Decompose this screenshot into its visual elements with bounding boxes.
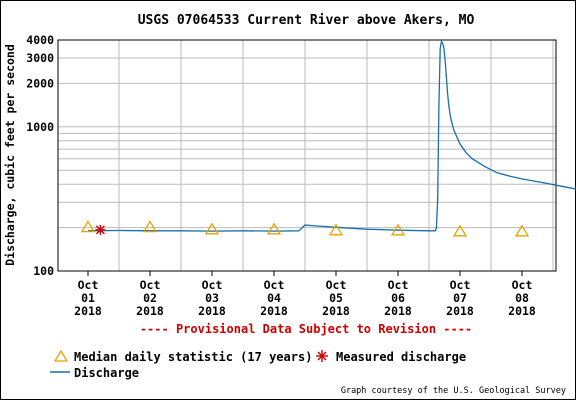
x-tick-label: 2018	[198, 304, 226, 318]
series-layer	[80, 40, 576, 237]
legend-median-label: Median daily statistic (17 years)	[74, 350, 312, 364]
x-tick-label: 03	[205, 291, 219, 305]
x-tick-label: Oct	[326, 278, 347, 292]
x-tick-label: Oct	[140, 278, 161, 292]
x-tick-label: Oct	[202, 278, 223, 292]
provisional-note: ---- Provisional Data Subject to Revisio…	[140, 322, 472, 336]
x-tick-label: 05	[329, 291, 343, 305]
x-tick-label: 01	[81, 291, 95, 305]
x-axis-ticks: Oct012018Oct022018Oct032018Oct042018Oct0…	[74, 271, 536, 318]
y-tick-label: 3000	[26, 51, 54, 65]
x-tick-label: 2018	[136, 304, 164, 318]
median-marker	[266, 222, 282, 235]
x-tick-label: 2018	[74, 304, 102, 318]
discharge-line	[87, 40, 576, 232]
measured-legend-icon	[316, 350, 328, 362]
y-tick-label: 2000	[26, 76, 54, 90]
y-axis-ticks: 100 1000 2000 3000 4000	[26, 33, 54, 278]
median-marker	[452, 224, 468, 237]
plot-area	[57, 39, 557, 272]
x-tick-label: 2018	[508, 304, 536, 318]
x-tick-label: Oct	[388, 278, 409, 292]
median-marker	[328, 223, 344, 236]
x-tick-label: Oct	[450, 278, 471, 292]
chart-title: USGS 07064533 Current River above Akers,…	[138, 13, 475, 28]
x-tick-label: Oct	[512, 278, 533, 292]
x-tick-label: 08	[515, 291, 529, 305]
x-tick-label: 2018	[322, 304, 350, 318]
grid	[58, 40, 556, 271]
legend: Median daily statistic (17 years) Measur…	[50, 349, 466, 380]
credit-text: Graph courtesy of the U.S. Geological Su…	[341, 386, 566, 396]
median-marker	[204, 222, 220, 235]
x-tick-label: 04	[267, 291, 281, 305]
legend-measured-label: Measured discharge	[336, 350, 466, 364]
y-tick-label: 100	[33, 264, 54, 278]
median-marker	[514, 224, 530, 237]
median-marker	[390, 223, 406, 236]
x-tick-label: 2018	[384, 304, 412, 318]
median-marker	[142, 220, 158, 233]
median-marker	[80, 220, 96, 233]
x-tick-label: 2018	[260, 304, 288, 318]
median-legend-icon	[53, 349, 69, 362]
measured-marker	[95, 224, 106, 235]
x-tick-label: 2018	[446, 304, 474, 318]
y-tick-label: 1000	[26, 120, 54, 134]
y-tick-label: 4000	[26, 33, 54, 47]
x-tick-label: 02	[143, 291, 157, 305]
x-tick-label: 07	[453, 291, 467, 305]
x-tick-label: Oct	[264, 278, 285, 292]
y-axis-label: Discharge, cubic feet per second	[3, 44, 17, 266]
legend-discharge-label: Discharge	[74, 366, 139, 380]
x-tick-label: Oct	[78, 278, 99, 292]
x-tick-label: 06	[391, 291, 405, 305]
